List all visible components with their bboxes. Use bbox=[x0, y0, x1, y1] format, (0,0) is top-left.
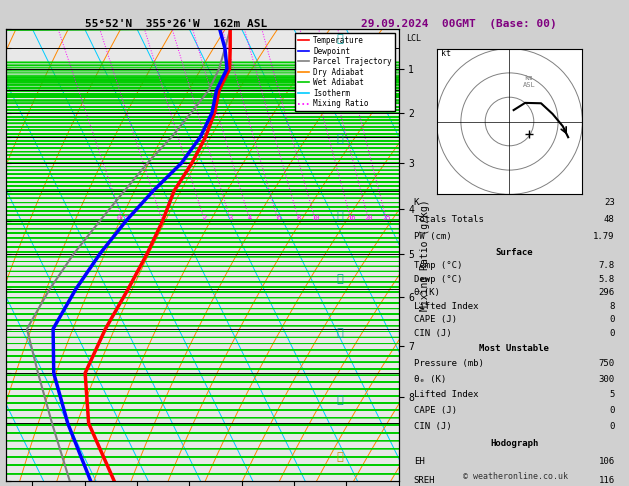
Text: 0: 0 bbox=[610, 329, 615, 338]
Text: 300: 300 bbox=[599, 375, 615, 384]
Text: Lifted Index: Lifted Index bbox=[414, 302, 478, 311]
Text: 3: 3 bbox=[229, 215, 233, 221]
Text: Hodograph: Hodograph bbox=[490, 439, 538, 448]
Text: 4: 4 bbox=[248, 215, 252, 221]
Text: CIN (J): CIN (J) bbox=[414, 422, 452, 431]
Text: 1: 1 bbox=[160, 215, 164, 221]
Text: 8: 8 bbox=[610, 302, 615, 311]
Text: CAPE (J): CAPE (J) bbox=[414, 406, 457, 415]
Text: 750: 750 bbox=[599, 359, 615, 368]
Text: ☰: ☰ bbox=[337, 34, 343, 44]
Text: 0: 0 bbox=[610, 406, 615, 415]
Text: Totals Totals: Totals Totals bbox=[414, 215, 484, 225]
Text: 55°52'N  355°26'W  162m ASL: 55°52'N 355°26'W 162m ASL bbox=[85, 19, 267, 30]
Text: PW (cm): PW (cm) bbox=[414, 232, 452, 242]
Text: 2: 2 bbox=[203, 215, 207, 221]
Y-axis label: Mixing Ratio (g/kg): Mixing Ratio (g/kg) bbox=[420, 199, 430, 311]
Text: θₑ(K): θₑ(K) bbox=[414, 288, 440, 297]
Text: 29.09.2024  00GMT  (Base: 00): 29.09.2024 00GMT (Base: 00) bbox=[361, 19, 557, 30]
Text: SREH: SREH bbox=[414, 476, 435, 485]
Text: K: K bbox=[414, 198, 419, 208]
Text: Temp (°C): Temp (°C) bbox=[414, 261, 462, 270]
Text: 6: 6 bbox=[276, 215, 281, 221]
Text: 20: 20 bbox=[365, 215, 373, 221]
Text: 48: 48 bbox=[604, 215, 615, 225]
Text: 296: 296 bbox=[599, 288, 615, 297]
Text: ☰: ☰ bbox=[337, 275, 343, 284]
Text: 7.8: 7.8 bbox=[599, 261, 615, 270]
Text: © weatheronline.co.uk: © weatheronline.co.uk bbox=[464, 472, 568, 481]
Text: ☰: ☰ bbox=[337, 328, 343, 338]
Text: EH: EH bbox=[414, 457, 425, 467]
Text: 116: 116 bbox=[599, 476, 615, 485]
Text: 0: 0 bbox=[610, 422, 615, 431]
Text: 0: 0 bbox=[610, 315, 615, 324]
Text: Surface: Surface bbox=[496, 248, 533, 257]
Text: Lifted Index: Lifted Index bbox=[414, 390, 478, 399]
Text: 5.8: 5.8 bbox=[599, 275, 615, 284]
Text: kt: kt bbox=[442, 49, 452, 58]
Text: 106: 106 bbox=[599, 457, 615, 467]
Text: 23: 23 bbox=[604, 198, 615, 208]
Text: Most Unstable: Most Unstable bbox=[479, 344, 549, 352]
Text: CIN (J): CIN (J) bbox=[414, 329, 452, 338]
Text: θₑ (K): θₑ (K) bbox=[414, 375, 446, 384]
Text: LCL: LCL bbox=[406, 34, 421, 43]
Text: 8: 8 bbox=[297, 215, 301, 221]
Text: 10: 10 bbox=[311, 215, 320, 221]
Text: 5: 5 bbox=[610, 390, 615, 399]
Text: ☰: ☰ bbox=[337, 396, 343, 405]
Text: 1.79: 1.79 bbox=[593, 232, 615, 242]
Text: Dewp (°C): Dewp (°C) bbox=[414, 275, 462, 284]
Text: ☰: ☰ bbox=[337, 134, 343, 144]
Legend: Temperature, Dewpoint, Parcel Trajectory, Dry Adiabat, Wet Adiabat, Isotherm, Mi: Temperature, Dewpoint, Parcel Trajectory… bbox=[295, 33, 395, 111]
Text: Pressure (mb): Pressure (mb) bbox=[414, 359, 484, 368]
Text: km
ASL: km ASL bbox=[523, 75, 535, 88]
Text: CAPE (J): CAPE (J) bbox=[414, 315, 457, 324]
Text: 25: 25 bbox=[382, 215, 391, 221]
Text: 0.5: 0.5 bbox=[116, 215, 129, 221]
Text: ☰: ☰ bbox=[337, 211, 343, 221]
Text: 16: 16 bbox=[347, 215, 355, 221]
Text: ☰: ☰ bbox=[337, 452, 343, 462]
